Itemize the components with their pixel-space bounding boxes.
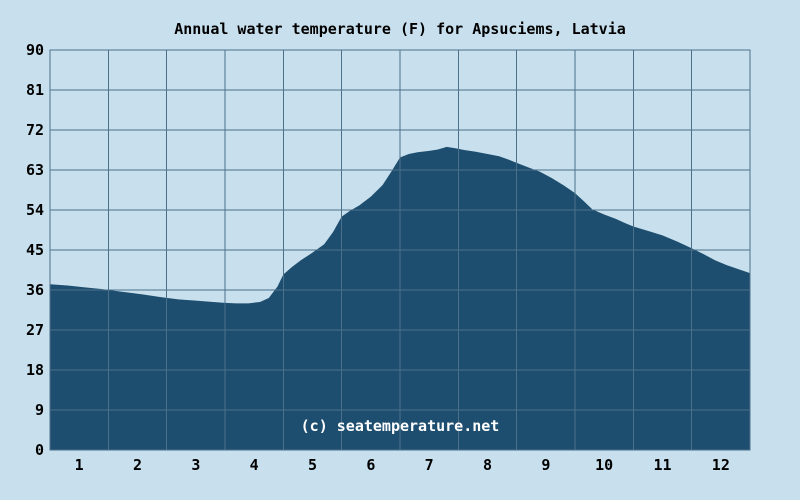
watermark-text: (c) seatemperature.net (300, 417, 500, 435)
y-tick-label: 72 (25, 121, 44, 139)
y-tick-label: 36 (25, 281, 44, 299)
x-tick-label: 12 (711, 456, 730, 474)
y-tick-label: 54 (25, 201, 44, 219)
y-tick-label: 0 (34, 441, 44, 459)
x-tick-label: 10 (595, 456, 614, 474)
x-tick-label: 9 (541, 456, 551, 474)
x-tick-label: 4 (249, 456, 259, 474)
x-tick-label: 8 (482, 456, 493, 474)
x-tick-label: 1 (74, 456, 84, 474)
y-tick-label: 27 (25, 321, 44, 339)
y-tick-label: 90 (25, 41, 44, 59)
y-tick-label: 45 (25, 241, 44, 259)
x-tick-label: 2 (132, 456, 143, 474)
y-tick-label: 18 (25, 361, 44, 379)
y-tick-label: 81 (25, 81, 44, 99)
x-tick-label: 11 (653, 456, 672, 474)
plot-border (49, 49, 751, 451)
x-tick-label: 3 (191, 456, 201, 474)
chart-title: Annual water temperature (F) for Apsucie… (174, 20, 626, 38)
x-tick-label: 6 (366, 456, 376, 474)
y-tick-label: 9 (34, 401, 44, 419)
x-tick-label: 5 (307, 456, 318, 474)
y-tick-label: 63 (25, 161, 44, 179)
x-tick-label: 7 (424, 456, 434, 474)
